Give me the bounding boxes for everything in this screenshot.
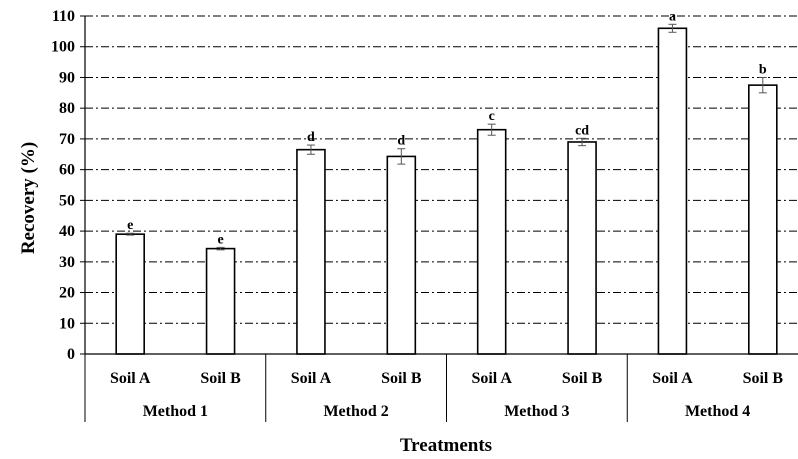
y-tick-label: 90 — [59, 69, 75, 86]
x-tick-label: Soil A — [471, 370, 512, 387]
bar — [386, 155, 417, 355]
data-label: e — [127, 218, 133, 233]
x-tick-label: Soil A — [110, 370, 151, 387]
y-tick-label: 20 — [59, 285, 75, 302]
x-tick-label: Soil A — [652, 370, 693, 387]
x-axis-title: Treatments — [400, 435, 492, 456]
bar — [476, 128, 507, 355]
data-label: d — [397, 134, 405, 149]
bar — [657, 27, 688, 355]
group-label: Method 2 — [323, 403, 388, 420]
x-tick-label: Soil B — [200, 370, 241, 387]
data-label: a — [669, 9, 676, 24]
group-label: Method 3 — [504, 403, 569, 420]
x-tick-label: Soil A — [291, 370, 332, 387]
data-label: b — [759, 62, 767, 77]
y-tick-label: 0 — [67, 346, 75, 363]
y-tick-label: 60 — [59, 162, 75, 179]
y-axis-title: Recovery (%) — [18, 142, 39, 254]
grid-lines — [85, 15, 798, 324]
y-tick-label: 80 — [59, 100, 75, 117]
bars: e e d d c cd a b — [115, 9, 778, 355]
data-label: cd — [575, 123, 589, 138]
data-label: c — [489, 109, 495, 124]
y-tick-label: 110 — [52, 8, 75, 25]
group-label: Method 1 — [143, 403, 208, 420]
axes: 0 10 20 30 40 50 60 70 80 90 100 110 Soil A Soil B Soi… — [51, 8, 798, 422]
x-tick-label: Soil B — [381, 370, 422, 387]
x-tick-label: Soil B — [743, 370, 784, 387]
y-tick-label: 50 — [59, 192, 75, 209]
y-tick-label: 70 — [59, 131, 75, 148]
x-tick-label: Soil B — [562, 370, 603, 387]
y-tick-label: 30 — [59, 254, 75, 271]
bar — [205, 247, 236, 355]
group-label: Method 4 — [685, 403, 750, 420]
data-label: e — [217, 232, 223, 247]
y-tick-label: 100 — [51, 39, 75, 56]
y-tick-label: 10 — [59, 315, 75, 332]
y-tick-label: 40 — [59, 223, 75, 240]
data-label: d — [307, 130, 315, 145]
bar — [115, 233, 145, 355]
bar — [567, 141, 597, 355]
bar — [748, 84, 778, 355]
bar — [296, 148, 326, 355]
